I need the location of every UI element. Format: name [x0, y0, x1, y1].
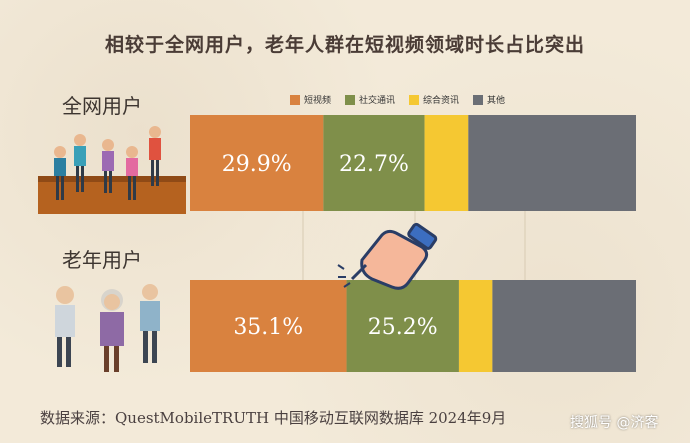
legend-item-1: 社交通讯: [345, 93, 395, 106]
bar-segment: [468, 115, 636, 211]
bar-segment: [190, 115, 324, 211]
legend-label: 其他: [487, 96, 506, 106]
bar-segment: [323, 115, 425, 211]
legend-label: 社交通讯: [359, 96, 396, 106]
legend-item-2: 综合资讯: [409, 93, 459, 106]
chart-legend: 短视频 社交通讯 综合资讯 其他: [290, 93, 505, 106]
bar-segment: [190, 280, 347, 372]
bar-segment: [424, 115, 469, 211]
legend-label: 短视频: [304, 96, 332, 106]
bar-value-label: 25.2%: [368, 315, 438, 340]
elderly-users-illustration: [55, 284, 160, 372]
category-label-elderly-users: 老年用户: [62, 248, 142, 272]
category-label-all-users: 全网用户: [62, 94, 142, 118]
bar-value-label: 35.1%: [233, 315, 303, 340]
chart-bars: 29.9% 22.7% 35.1% 25.2%: [190, 115, 636, 372]
legend-swatch: [290, 94, 300, 105]
legend-swatch: [345, 94, 356, 105]
bar-value-label: 29.9%: [222, 152, 292, 177]
legend-swatch: [473, 94, 484, 105]
chart-title: 相较于全网用户，老年人群在短视频领域时长占比突出: [104, 34, 585, 56]
data-source-note: 数据来源：QuestMobileTRUTH 中国移动互联网数据库 2024年9月: [40, 409, 507, 427]
legend-swatch: [409, 94, 420, 105]
legend-item-0: 短视频: [290, 93, 331, 106]
bar-segment: [346, 280, 459, 372]
all-users-illustration: [38, 126, 186, 214]
pointing-hand-icon: [337, 222, 438, 290]
watermark: 搜狐号 @济客: [570, 415, 659, 431]
bar-segment: [492, 280, 636, 372]
legend-label: 综合资讯: [423, 96, 460, 106]
bar-value-label: 22.7%: [339, 152, 409, 177]
legend-item-3: 其他: [473, 93, 505, 106]
bar-segment: [458, 280, 493, 372]
